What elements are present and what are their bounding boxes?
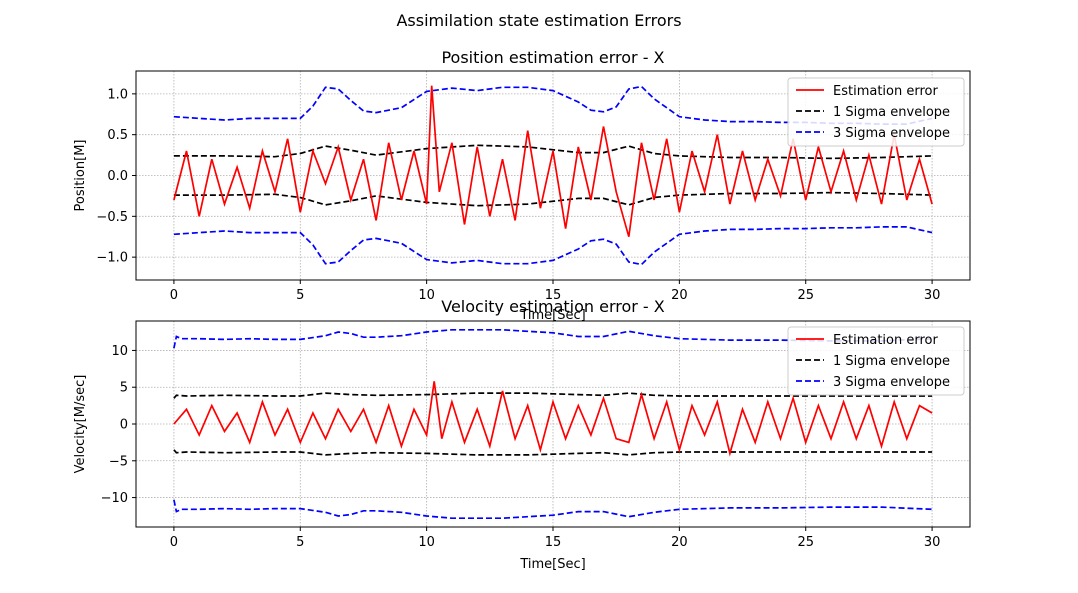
estimation-error-line bbox=[173, 381, 933, 457]
x-tick-label: 0 bbox=[170, 288, 178, 303]
position-error-plot: 0 5 10 15 20 25 30 −1.0 −0.5 0.0 0.5 1.0 Position es… bbox=[73, 48, 971, 323]
x-tick-label: 5 bbox=[296, 535, 304, 550]
x-tick-label: 10 bbox=[418, 288, 435, 303]
y-tick-label: −0.5 bbox=[96, 210, 128, 225]
legend: Estimation error 1 Sigma envelope 3 Sigma … bbox=[787, 77, 965, 147]
legend: Estimation error 1 Sigma envelope 3 Sigma … bbox=[787, 326, 965, 396]
x-tick-label: 15 bbox=[545, 535, 562, 550]
x-tick-label: 25 bbox=[797, 288, 814, 303]
y-tick-label: −5 bbox=[109, 454, 128, 469]
x-axis-label: Time[Sec] bbox=[519, 308, 585, 323]
1-sigma-envelope-lower-line bbox=[173, 449, 933, 456]
1-sigma-envelope-lower-line bbox=[173, 191, 933, 207]
y-tick-label: 0.0 bbox=[107, 169, 128, 184]
x-tick-label: 5 bbox=[296, 288, 304, 303]
legend-entry: 3 Sigma envelope bbox=[833, 375, 950, 390]
legend-entry: Estimation error bbox=[833, 84, 938, 99]
x-tick-label: 15 bbox=[545, 288, 562, 303]
plot-title: Velocity estimation error - X bbox=[441, 297, 665, 316]
3-sigma-envelope-line bbox=[173, 85, 933, 125]
x-tick-label: 25 bbox=[797, 535, 814, 550]
x-tick-label: 10 bbox=[418, 535, 435, 550]
1-sigma-envelope-line bbox=[173, 392, 933, 399]
y-tick-label: 0 bbox=[120, 418, 128, 433]
y-axis-label: Velocity[M/sec] bbox=[73, 375, 88, 474]
x-tick-label: 30 bbox=[924, 288, 941, 303]
y-tick-label: 1.0 bbox=[107, 87, 128, 102]
y-tick-label: −10 bbox=[101, 491, 128, 506]
y-tick-label: 10 bbox=[111, 344, 128, 359]
x-tick-label: 30 bbox=[924, 535, 941, 550]
legend-entry: 3 Sigma envelope bbox=[833, 126, 950, 141]
estimation-error-line bbox=[173, 85, 933, 237]
3-sigma-envelope-lower-line bbox=[173, 499, 933, 520]
figure-title: Assimilation state estimation Errors bbox=[396, 11, 681, 30]
x-axis-label: Time[Sec] bbox=[519, 557, 585, 572]
legend-box bbox=[787, 326, 965, 396]
3-sigma-envelope-line bbox=[173, 328, 933, 349]
x-tick-label: 0 bbox=[170, 535, 178, 550]
y-tick-label: −1.0 bbox=[96, 251, 128, 266]
legend-box bbox=[787, 77, 965, 147]
x-tick-label: 20 bbox=[671, 535, 688, 550]
series-group bbox=[173, 85, 933, 266]
3-sigma-envelope-lower-line bbox=[173, 226, 933, 266]
x-tick-label: 20 bbox=[671, 288, 688, 303]
legend-entry: 1 Sigma envelope bbox=[833, 105, 950, 120]
y-tick-label: 5 bbox=[120, 381, 128, 396]
1-sigma-envelope-line bbox=[173, 144, 933, 160]
y-tick-label: 0.5 bbox=[107, 128, 128, 143]
series-group bbox=[173, 328, 933, 520]
legend-entry: 1 Sigma envelope bbox=[833, 354, 950, 369]
velocity-error-plot: 0 5 10 15 20 25 30 −10 −5 0 5 10 Velocity estimation… bbox=[73, 297, 971, 572]
plot-title: Position estimation error - X bbox=[441, 48, 664, 67]
legend-entry: Estimation error bbox=[833, 333, 938, 348]
y-axis-label: Position[M] bbox=[73, 140, 88, 212]
